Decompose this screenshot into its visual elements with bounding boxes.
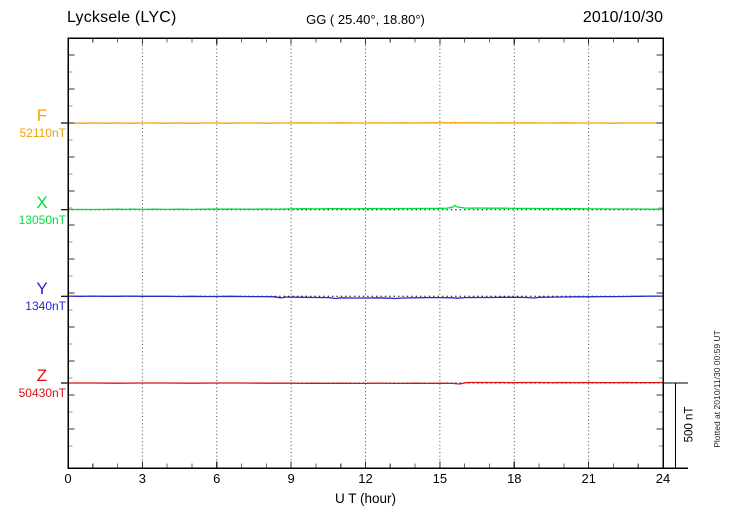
x-tick-label-3: 3: [138, 471, 147, 486]
x-tick-label-24: 24: [655, 471, 671, 486]
x-tick-label-15: 15: [432, 471, 448, 486]
x-tick-label-6: 6: [213, 471, 221, 486]
component-baseline-value-z: 50430nT: [18, 386, 66, 400]
x-tick-label-21: 21: [581, 471, 596, 486]
x-axis-title: U T (hour): [334, 491, 397, 506]
baselines: [61, 122, 663, 384]
scale-bar-label: 500 nT: [683, 406, 696, 443]
component-label-z: Z: [36, 366, 48, 385]
gridlines: [141, 38, 590, 468]
traces: [67, 121, 664, 385]
component-label-x: X: [36, 193, 48, 212]
scale-bar: [663, 382, 688, 469]
component-baseline-value-f: 52110nT: [19, 126, 66, 140]
observatory-coordinates: GG ( 25.40°, 18.80°): [306, 12, 425, 27]
x-tick-label-9: 9: [287, 471, 295, 486]
component-baseline-value-y: 1340nT: [25, 299, 66, 313]
plot-date: 2010/10/30: [582, 9, 663, 26]
plotted-timestamp: Plotted at 2010/11/30 00:59 UT: [712, 330, 722, 448]
component-label-y: Y: [36, 279, 48, 298]
x-tick-label-18: 18: [507, 471, 522, 486]
x-tick-label-0: 0: [64, 471, 72, 486]
component-label-f: F: [36, 106, 48, 125]
x-tick-label-12: 12: [358, 471, 373, 486]
component-baseline-value-x: 13050nT: [18, 213, 66, 227]
plot-frame: [67, 37, 664, 469]
axis-ticks: [68, 38, 663, 468]
station-title: Lycksele (LYC): [67, 9, 177, 26]
